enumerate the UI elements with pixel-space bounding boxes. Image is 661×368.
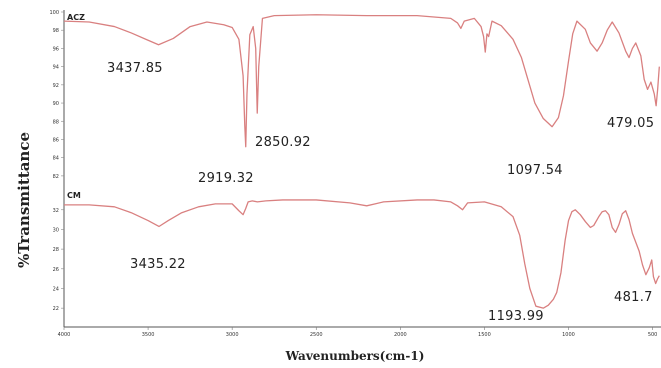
y-tick-label: 94 (53, 65, 59, 71)
y-tick-label: 100 (49, 10, 59, 16)
y-tick-label: 26 (53, 267, 59, 273)
x-axis-title: Wavenumbers(cm-1) (285, 349, 425, 363)
y-tick-label: 82 (53, 174, 59, 180)
spectrum-line-cm (64, 199, 660, 309)
y-tick-label: 30 (53, 227, 59, 233)
panel-cm-name: CM (67, 191, 81, 200)
peak-label-1193: 1193.99 (488, 309, 544, 324)
panel-cm: 32 30 28 26 24 22 (53, 199, 660, 312)
y-tick-label: 98 (53, 28, 59, 34)
panel-acz-name: ACZ (67, 13, 85, 22)
peak-label-3437: 3437.85 (107, 61, 163, 76)
x-tick-label: 4000 (58, 332, 71, 338)
x-tick-label: 500 (648, 332, 658, 338)
y-tick-label: 84 (53, 156, 59, 162)
peak-label-1097: 1097.54 (507, 163, 563, 178)
peak-label-2850: 2850.92 (255, 135, 311, 150)
peak-label-481: 481.7 (614, 290, 653, 305)
x-tick-label: 1500 (478, 332, 491, 338)
x-tick-label: 2500 (310, 332, 323, 338)
x-tick-label: 1000 (562, 332, 575, 338)
y-tick-label: 86 (53, 137, 59, 143)
peak-label-3435: 3435.22 (130, 257, 186, 272)
y-tick-label: 96 (53, 46, 59, 52)
panel-acz: 100 98 96 94 92 90 88 86 84 82 (49, 10, 660, 180)
x-axis-ticks: 4000 3500 3000 2500 2000 1500 1000 500 (58, 327, 658, 338)
peak-label-2919: 2919.32 (198, 171, 254, 186)
y-tick-label: 22 (53, 306, 59, 312)
y-axis-title: %Transmittance (15, 132, 33, 268)
x-tick-label: 3000 (226, 332, 239, 338)
y-tick-label: 32 (53, 208, 59, 214)
spectrum-line-acz (63, 14, 660, 148)
y-tick-label: 88 (53, 119, 59, 125)
y-tick-label: 24 (53, 286, 59, 292)
peak-label-479: 479.05 (607, 116, 654, 131)
y-tick-label: 28 (53, 247, 59, 253)
y-tick-label: 92 (53, 83, 59, 89)
y-tick-label: 90 (53, 101, 59, 107)
x-tick-label: 3500 (142, 332, 155, 338)
x-tick-label: 2000 (394, 332, 407, 338)
